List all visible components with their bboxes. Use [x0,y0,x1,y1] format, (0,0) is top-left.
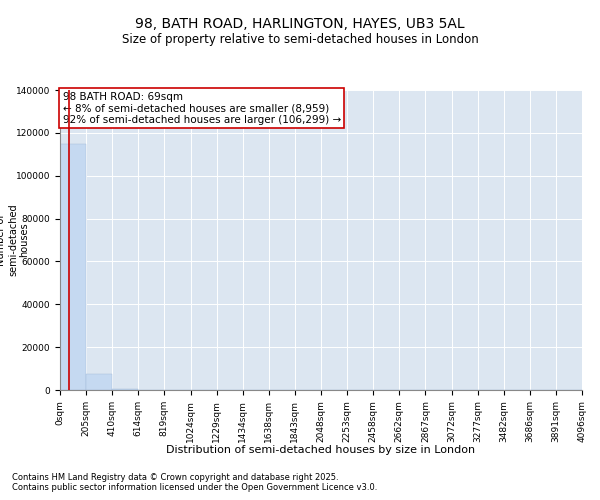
Text: 98 BATH ROAD: 69sqm
← 8% of semi-detached houses are smaller (8,959)
92% of semi: 98 BATH ROAD: 69sqm ← 8% of semi-detache… [62,92,341,124]
Bar [86,374,112,390]
Y-axis label: Number of
semi-detached
houses: Number of semi-detached houses [0,204,29,277]
Text: Contains HM Land Registry data © Crown copyright and database right 2025.
Contai: Contains HM Land Registry data © Crown c… [12,473,377,492]
X-axis label: Distribution of semi-detached houses by size in London: Distribution of semi-detached houses by … [166,444,476,454]
Bar [112,389,138,390]
Text: 98, BATH ROAD, HARLINGTON, HAYES, UB3 5AL: 98, BATH ROAD, HARLINGTON, HAYES, UB3 5A… [135,18,465,32]
Text: Size of property relative to semi-detached houses in London: Size of property relative to semi-detach… [122,32,478,46]
Bar [60,144,86,390]
